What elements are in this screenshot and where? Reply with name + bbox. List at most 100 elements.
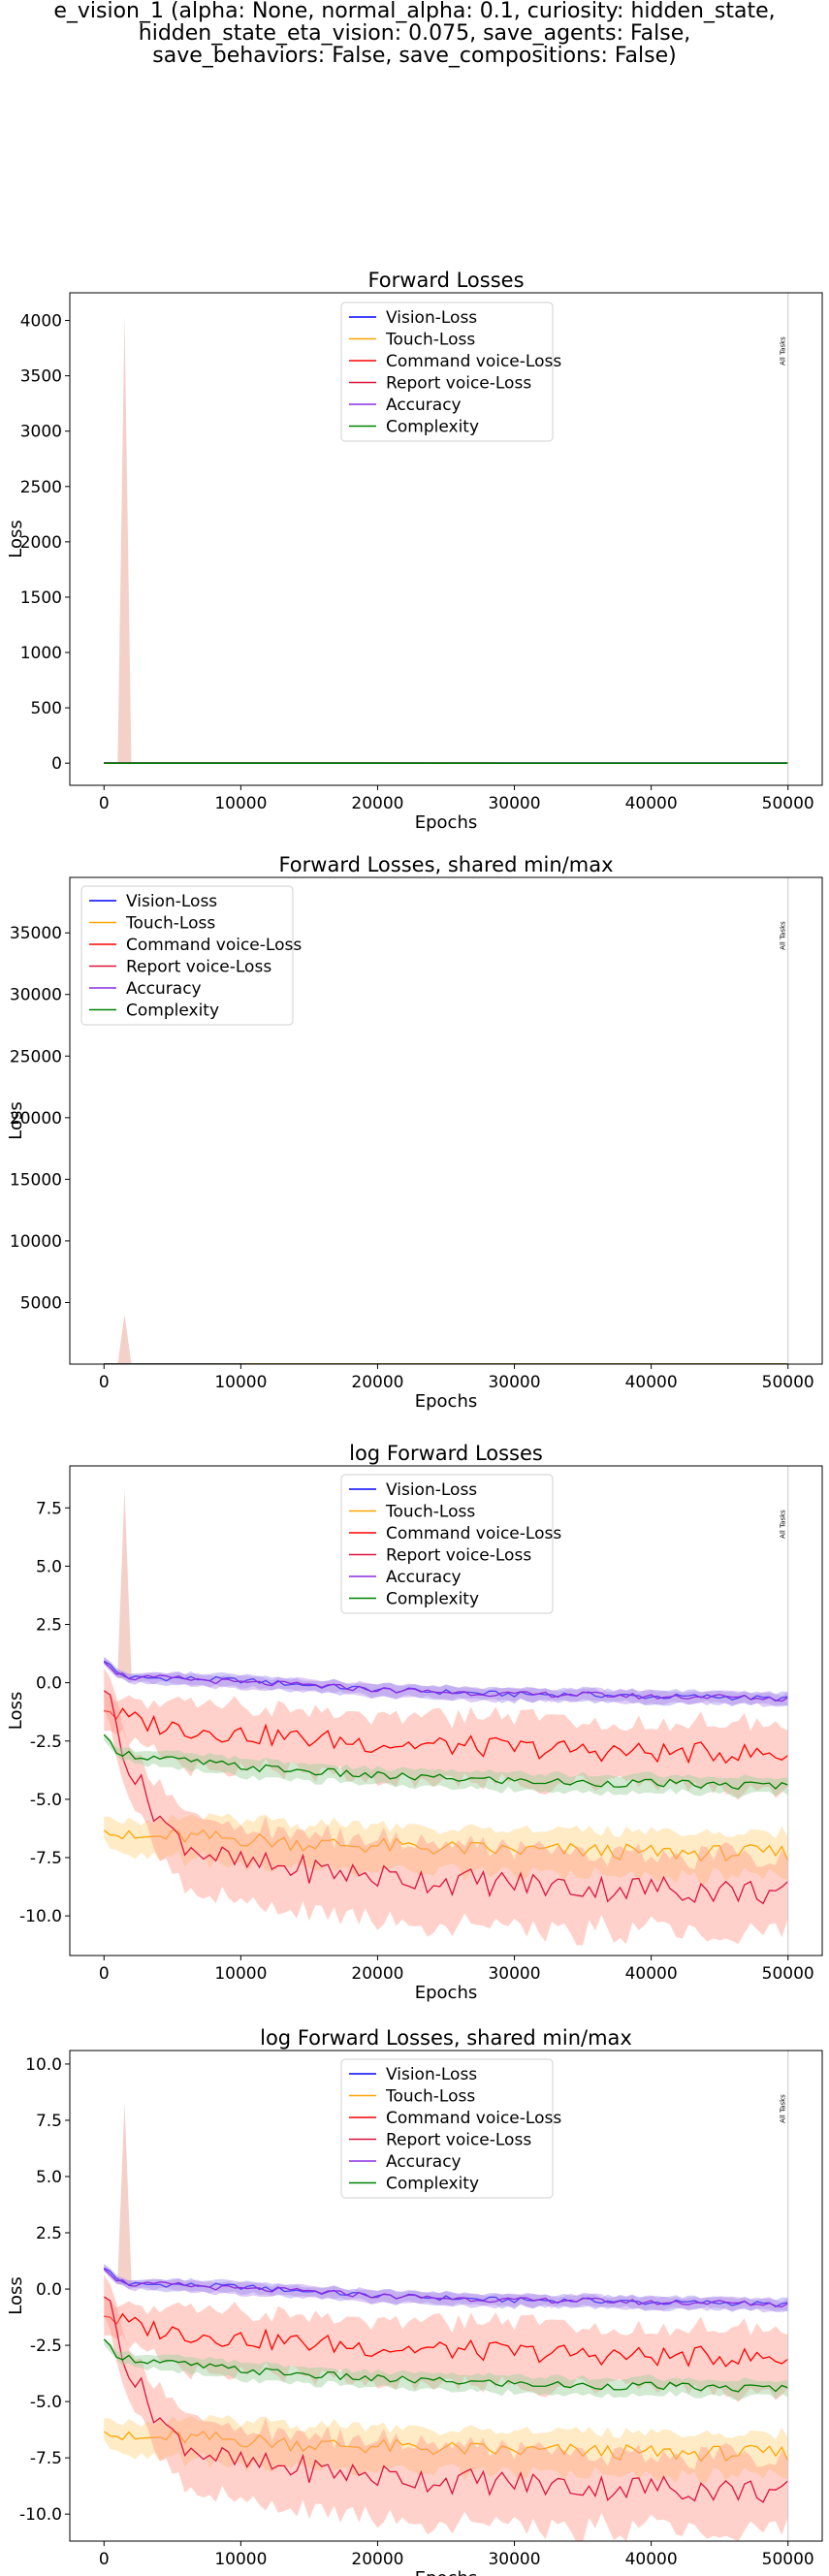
x-tick-label: 20000 xyxy=(351,2550,403,2569)
x-tick-label: 10000 xyxy=(214,794,267,813)
x-tick-label: 30000 xyxy=(488,1964,540,1984)
legend-entry: Touch-Loss xyxy=(385,2087,475,2107)
series-band xyxy=(104,1657,788,1707)
axes-frame xyxy=(69,1465,823,1956)
series-line xyxy=(103,1661,789,1702)
y-tick-label: 2.5 xyxy=(36,2224,62,2243)
figure-title-line: e_vision_1 (alpha: None, normal_alpha: 0… xyxy=(53,0,776,23)
legend-entry: Complexity xyxy=(386,1590,479,1609)
x-tick-label: 0 xyxy=(99,1373,110,1392)
spike-band xyxy=(117,2102,132,2285)
x-axis-label: Epochs xyxy=(415,1983,478,2003)
legend: Vision-Loss Touch-Loss Command voice-Loss R… xyxy=(340,2058,561,2199)
x-tick-label: 50000 xyxy=(762,794,814,813)
figure-title: e_vision_1 (alpha: None, normal_alpha: 0… xyxy=(0,0,829,67)
y-tick-label: 2500 xyxy=(20,478,62,497)
y-tick-label: 1000 xyxy=(20,644,62,663)
legend-entry: Report voice-Loss xyxy=(386,2131,531,2150)
y-tick-label: 10000 xyxy=(10,1232,62,1252)
legend-entry: Accuracy xyxy=(126,979,202,999)
x-tick-label: 40000 xyxy=(625,2550,678,2569)
legend-entry: Command voice-Loss xyxy=(386,352,561,371)
y-tick-label: -10.0 xyxy=(19,2505,62,2525)
series-line xyxy=(103,2338,788,2393)
spike-band xyxy=(117,314,132,764)
vline-label: All Tasks xyxy=(780,2094,787,2123)
y-tick-label: 10.0 xyxy=(25,2055,62,2075)
x-tick-label: 50000 xyxy=(762,1373,814,1392)
y-tick-label: 0.0 xyxy=(36,2280,62,2300)
legend-entry: Report voice-Loss xyxy=(386,1546,531,1566)
chart-title: log Forward Losses xyxy=(349,1442,543,1465)
plot-area xyxy=(103,1489,789,1946)
legend-entry: Report voice-Loss xyxy=(386,374,531,394)
y-tick-label: 0.0 xyxy=(36,1674,62,1694)
y-tick-label: 3000 xyxy=(20,423,62,442)
series-line xyxy=(104,1707,789,1765)
legend-box xyxy=(340,302,554,442)
y-tick-label: -10.0 xyxy=(19,1907,62,1926)
legend-entry: Accuracy xyxy=(386,396,462,415)
x-axis-label: Epochs xyxy=(415,812,478,833)
y-axis-label: Loss xyxy=(6,1101,26,1139)
legend-entry: Report voice-Loss xyxy=(126,958,271,977)
y-tick-label: 25000 xyxy=(10,1047,62,1066)
series-line xyxy=(103,2268,789,2308)
legend-entry: Complexity xyxy=(386,418,479,437)
series-line xyxy=(103,2430,789,2463)
series-line xyxy=(103,2296,789,2503)
legend: Vision-Loss Touch-Loss Command voice-Loss R… xyxy=(340,302,561,442)
y-tick-label: 35000 xyxy=(10,924,62,943)
legend-entry: Vision-Loss xyxy=(386,2065,477,2084)
y-tick-label: 5000 xyxy=(20,1293,62,1313)
series-line xyxy=(103,1733,788,1791)
legend-entry: Touch-Loss xyxy=(385,331,475,350)
legend-entry: Touch-Loss xyxy=(125,914,215,934)
series-band xyxy=(104,2264,788,2313)
y-tick-label: -7.5 xyxy=(30,2449,62,2468)
x-tick-label: 0 xyxy=(99,794,110,813)
series-band xyxy=(104,2296,788,2402)
y-tick-label: 7.5 xyxy=(36,2112,62,2131)
chart-title: Forward Losses, shared min/max xyxy=(278,853,613,876)
series-line xyxy=(103,1690,789,1905)
axes-frame xyxy=(69,292,823,786)
axes-frame xyxy=(69,876,823,1365)
legend-entry: Accuracy xyxy=(386,2152,462,2172)
figure-title-line: hidden_state_eta_vision: 0.075, save_age… xyxy=(138,21,691,46)
y-tick-label: -2.5 xyxy=(30,1733,62,1752)
series-line xyxy=(103,1829,789,1862)
legend-entry: Command voice-Loss xyxy=(386,2109,561,2128)
vline-label: All Tasks xyxy=(780,921,787,950)
y-tick-label: -2.5 xyxy=(30,2337,62,2356)
legend-entry: Touch-Loss xyxy=(385,1503,475,1522)
axes-frame xyxy=(69,2050,823,2542)
y-tick-label: 7.5 xyxy=(36,1499,62,1518)
plot-area xyxy=(104,1314,788,1364)
y-tick-label: 2.5 xyxy=(36,1616,62,1636)
plot-area xyxy=(103,2102,789,2541)
legend-box xyxy=(80,885,294,1026)
legend-entry: Vision-Loss xyxy=(386,1480,477,1500)
spike-band xyxy=(117,1314,132,1364)
y-tick-label: 20000 xyxy=(10,1109,62,1129)
y-tick-label: -5.0 xyxy=(30,1791,62,1810)
y-tick-label: 1500 xyxy=(20,588,62,608)
y-tick-label: 5.0 xyxy=(36,2168,62,2187)
x-axis-label: Epochs xyxy=(415,1391,478,1412)
x-tick-label: 10000 xyxy=(214,1964,267,1984)
series-band xyxy=(104,2274,788,2541)
series-line xyxy=(104,2312,789,2368)
y-axis-label: Loss xyxy=(6,2276,26,2314)
x-tick-label: 40000 xyxy=(625,794,678,813)
legend-entry: Command voice-Loss xyxy=(386,1524,561,1543)
x-tick-label: 0 xyxy=(99,1964,110,1984)
x-tick-label: 50000 xyxy=(762,2550,814,2569)
x-tick-label: 10000 xyxy=(214,1373,267,1392)
y-tick-label: -7.5 xyxy=(30,1849,62,1868)
y-axis-label: Loss xyxy=(6,520,26,557)
x-tick-label: 30000 xyxy=(488,794,540,813)
chart-title: log Forward Losses, shared min/max xyxy=(260,2026,632,2050)
spike-band xyxy=(117,1489,132,1678)
